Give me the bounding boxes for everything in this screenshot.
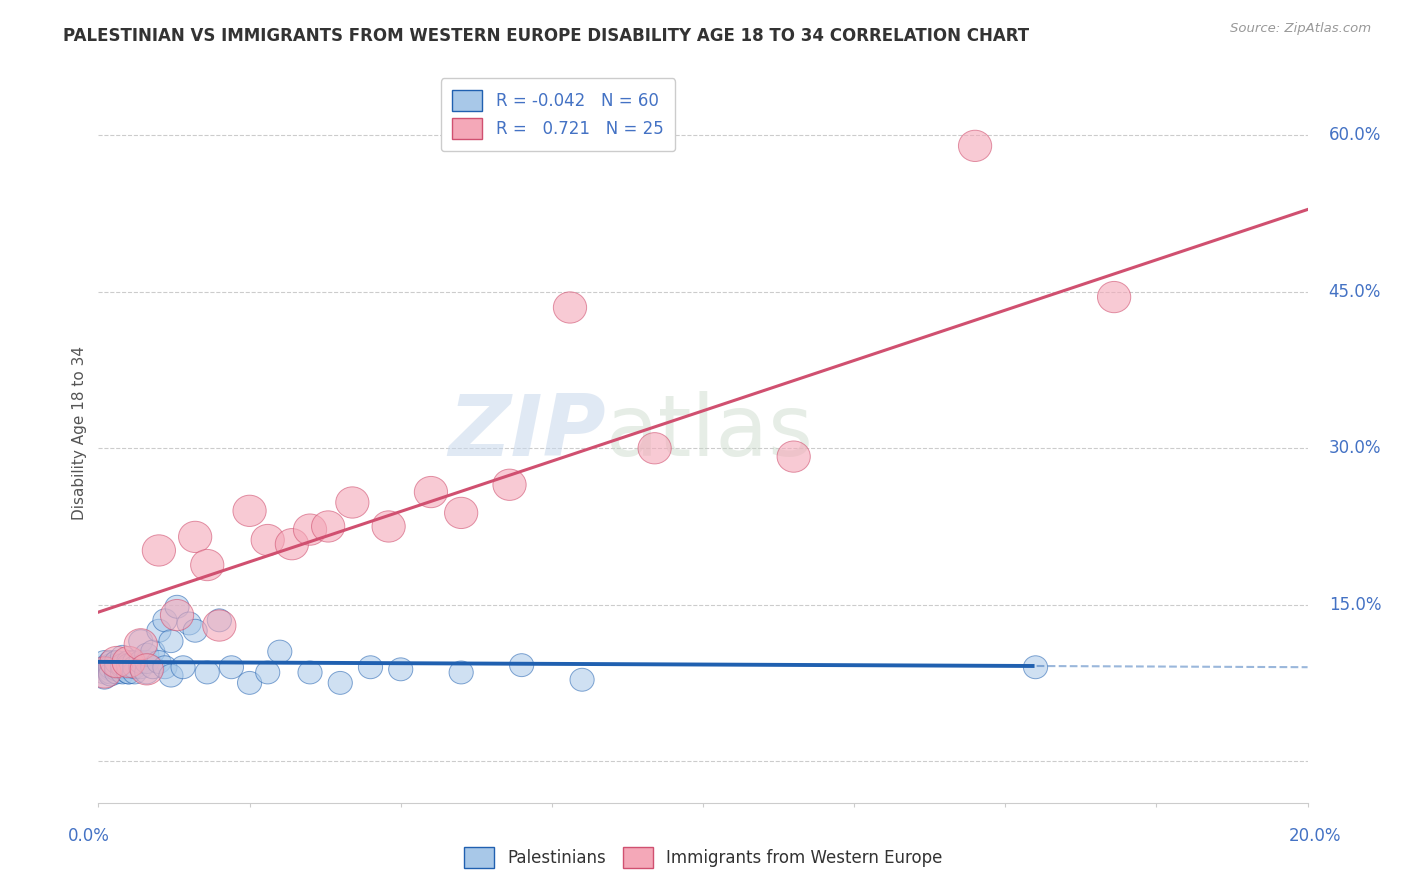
Ellipse shape: [117, 656, 141, 679]
Ellipse shape: [98, 654, 122, 677]
Ellipse shape: [135, 643, 159, 666]
Ellipse shape: [638, 433, 671, 464]
Ellipse shape: [131, 654, 163, 685]
Ellipse shape: [191, 549, 224, 581]
Ellipse shape: [159, 665, 183, 687]
Ellipse shape: [117, 661, 141, 684]
Ellipse shape: [195, 661, 219, 684]
Ellipse shape: [111, 645, 135, 668]
Ellipse shape: [122, 650, 146, 673]
Text: 60.0%: 60.0%: [1329, 127, 1381, 145]
Ellipse shape: [177, 612, 201, 635]
Ellipse shape: [509, 654, 534, 677]
Ellipse shape: [153, 656, 177, 679]
Ellipse shape: [117, 650, 141, 673]
Ellipse shape: [219, 656, 243, 679]
Ellipse shape: [256, 661, 280, 684]
Ellipse shape: [959, 130, 991, 161]
Ellipse shape: [179, 521, 212, 552]
Text: ZIP: ZIP: [449, 391, 606, 475]
Legend: Palestinians, Immigrants from Western Europe: Palestinians, Immigrants from Western Eu…: [457, 840, 949, 875]
Ellipse shape: [112, 647, 145, 678]
Ellipse shape: [449, 661, 474, 684]
Ellipse shape: [104, 658, 129, 681]
Ellipse shape: [117, 661, 141, 684]
Text: PALESTINIAN VS IMMIGRANTS FROM WESTERN EUROPE DISABILITY AGE 18 TO 34 CORRELATIO: PALESTINIAN VS IMMIGRANTS FROM WESTERN E…: [63, 27, 1029, 45]
Ellipse shape: [336, 487, 368, 518]
Ellipse shape: [129, 630, 153, 653]
Ellipse shape: [98, 656, 122, 679]
Ellipse shape: [104, 654, 129, 677]
Ellipse shape: [494, 469, 526, 500]
Ellipse shape: [104, 650, 129, 673]
Ellipse shape: [328, 672, 353, 694]
Ellipse shape: [117, 654, 141, 677]
Text: 45.0%: 45.0%: [1329, 283, 1381, 301]
Ellipse shape: [160, 599, 194, 631]
Ellipse shape: [98, 663, 122, 686]
Ellipse shape: [98, 661, 122, 684]
Ellipse shape: [238, 672, 262, 694]
Ellipse shape: [141, 656, 165, 679]
Ellipse shape: [87, 657, 121, 688]
Ellipse shape: [298, 661, 322, 684]
Ellipse shape: [415, 476, 447, 508]
Legend: R = -0.042   N = 60, R =   0.721   N = 25: R = -0.042 N = 60, R = 0.721 N = 25: [440, 78, 675, 151]
Text: 0.0%: 0.0%: [67, 827, 110, 845]
Ellipse shape: [172, 656, 195, 679]
Ellipse shape: [153, 609, 177, 632]
Ellipse shape: [129, 650, 153, 673]
Ellipse shape: [202, 610, 236, 641]
Ellipse shape: [135, 650, 159, 673]
Ellipse shape: [207, 609, 232, 632]
Ellipse shape: [104, 650, 129, 673]
Ellipse shape: [294, 514, 326, 545]
Y-axis label: Disability Age 18 to 34: Disability Age 18 to 34: [72, 345, 87, 520]
Ellipse shape: [276, 529, 308, 560]
Ellipse shape: [104, 656, 129, 679]
Ellipse shape: [111, 656, 135, 679]
Ellipse shape: [252, 524, 284, 556]
Ellipse shape: [129, 656, 153, 679]
Ellipse shape: [93, 656, 117, 679]
Ellipse shape: [1098, 281, 1130, 313]
Ellipse shape: [98, 650, 122, 673]
Ellipse shape: [122, 656, 146, 679]
Ellipse shape: [93, 666, 117, 690]
Ellipse shape: [312, 511, 344, 542]
Ellipse shape: [142, 535, 176, 566]
Ellipse shape: [122, 661, 146, 684]
Ellipse shape: [359, 656, 382, 679]
Ellipse shape: [165, 595, 188, 618]
Ellipse shape: [98, 658, 122, 681]
Ellipse shape: [124, 629, 157, 660]
Ellipse shape: [135, 661, 159, 684]
Ellipse shape: [141, 640, 165, 663]
Ellipse shape: [267, 640, 292, 663]
Ellipse shape: [111, 654, 135, 677]
Ellipse shape: [100, 647, 134, 678]
Ellipse shape: [569, 668, 595, 691]
Ellipse shape: [233, 495, 266, 526]
Ellipse shape: [778, 441, 810, 472]
Ellipse shape: [388, 658, 413, 681]
Ellipse shape: [444, 497, 478, 529]
Ellipse shape: [104, 661, 129, 684]
Ellipse shape: [111, 661, 135, 684]
Ellipse shape: [146, 650, 172, 673]
Ellipse shape: [373, 511, 405, 542]
Ellipse shape: [93, 661, 117, 684]
Ellipse shape: [159, 630, 183, 653]
Ellipse shape: [93, 650, 117, 673]
Text: Source: ZipAtlas.com: Source: ZipAtlas.com: [1230, 22, 1371, 36]
Ellipse shape: [183, 619, 207, 642]
Text: 15.0%: 15.0%: [1329, 596, 1381, 614]
Ellipse shape: [146, 619, 172, 642]
Text: 30.0%: 30.0%: [1329, 439, 1381, 458]
Ellipse shape: [1024, 656, 1047, 679]
Text: atlas: atlas: [606, 391, 814, 475]
Ellipse shape: [554, 292, 586, 323]
Text: 20.0%: 20.0%: [1288, 827, 1341, 845]
